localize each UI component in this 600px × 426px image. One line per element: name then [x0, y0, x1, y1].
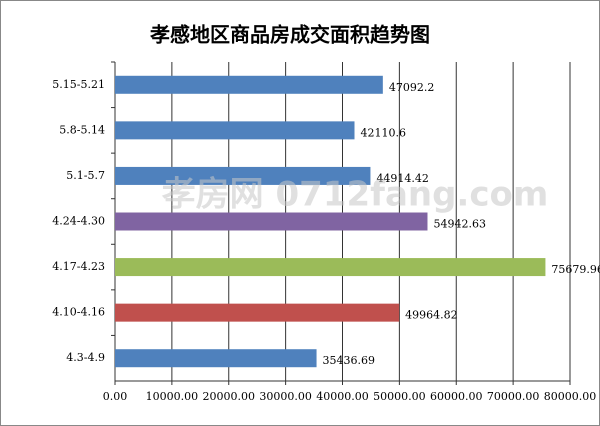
bar: [115, 258, 546, 277]
y-tick-label: 4.10-4.16: [52, 306, 105, 319]
x-tick-label: 80000.00: [544, 390, 597, 403]
x-tick-label: 0.00: [103, 390, 128, 403]
chart-title: 孝感地区商品房成交面积趋势图: [149, 23, 430, 47]
y-tick-label: 5.1-5.7: [66, 169, 105, 182]
x-tick-label: 60000.00: [430, 390, 483, 403]
x-tick-label: 50000.00: [373, 390, 426, 403]
x-tick-label: 30000.00: [259, 390, 312, 403]
y-tick-label: 4.24-4.30: [52, 215, 105, 228]
value-label: 75679.96: [551, 263, 600, 276]
y-tick-label: 4.3-4.9: [66, 351, 105, 364]
x-tick-label: 70000.00: [487, 390, 540, 403]
value-label: 42110.6: [361, 126, 407, 139]
bar: [115, 166, 371, 185]
x-tick-label: 10000.00: [146, 390, 199, 403]
value-label: 47092.2: [389, 81, 435, 94]
y-tick-label: 5.8-5.14: [59, 123, 105, 136]
x-tick-label: 20000.00: [203, 390, 256, 403]
value-label: 49964.82: [405, 309, 458, 322]
bar: [115, 303, 400, 322]
watermark: 孝房网 0712fang.com: [162, 175, 549, 215]
y-tick-label: 5.15-5.21: [52, 78, 105, 91]
bar: [115, 121, 355, 140]
value-label: 54942.63: [433, 218, 486, 231]
bar: [115, 75, 383, 94]
y-tick-label: 4.17-4.23: [52, 260, 105, 273]
bar: [115, 212, 428, 231]
value-label: 44914.42: [376, 172, 429, 185]
x-tick-label: 40000.00: [316, 390, 369, 403]
value-label: 35436.69: [323, 354, 376, 367]
bar: [115, 349, 317, 368]
